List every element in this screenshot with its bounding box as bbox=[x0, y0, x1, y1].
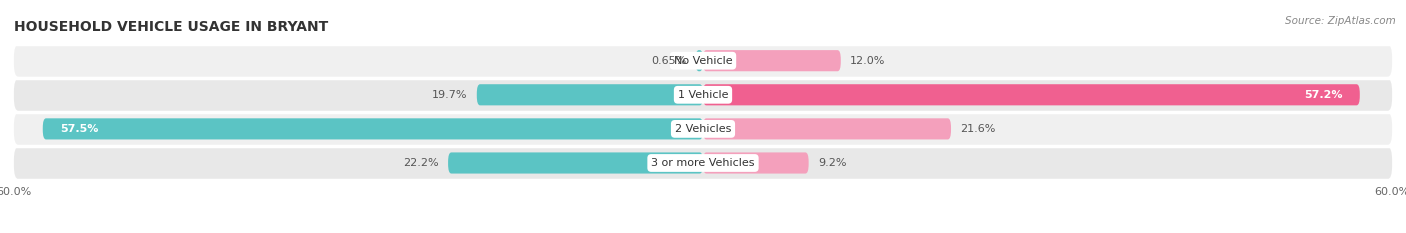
FancyBboxPatch shape bbox=[449, 152, 703, 174]
FancyBboxPatch shape bbox=[42, 118, 703, 140]
FancyBboxPatch shape bbox=[703, 152, 808, 174]
FancyBboxPatch shape bbox=[703, 118, 950, 140]
Text: 12.0%: 12.0% bbox=[851, 56, 886, 66]
FancyBboxPatch shape bbox=[696, 50, 703, 71]
Text: 21.6%: 21.6% bbox=[960, 124, 995, 134]
Text: No Vehicle: No Vehicle bbox=[673, 56, 733, 66]
FancyBboxPatch shape bbox=[14, 45, 1392, 77]
Text: HOUSEHOLD VEHICLE USAGE IN BRYANT: HOUSEHOLD VEHICLE USAGE IN BRYANT bbox=[14, 20, 329, 34]
FancyBboxPatch shape bbox=[14, 113, 1392, 145]
FancyBboxPatch shape bbox=[14, 79, 1392, 111]
Text: Source: ZipAtlas.com: Source: ZipAtlas.com bbox=[1285, 16, 1396, 26]
FancyBboxPatch shape bbox=[477, 84, 703, 105]
Text: 19.7%: 19.7% bbox=[432, 90, 468, 100]
Text: 3 or more Vehicles: 3 or more Vehicles bbox=[651, 158, 755, 168]
Text: 1 Vehicle: 1 Vehicle bbox=[678, 90, 728, 100]
FancyBboxPatch shape bbox=[14, 147, 1392, 179]
FancyBboxPatch shape bbox=[703, 84, 1360, 105]
Text: 2 Vehicles: 2 Vehicles bbox=[675, 124, 731, 134]
FancyBboxPatch shape bbox=[703, 50, 841, 71]
Text: 9.2%: 9.2% bbox=[818, 158, 846, 168]
Text: 57.5%: 57.5% bbox=[60, 124, 98, 134]
Text: 0.65%: 0.65% bbox=[651, 56, 686, 66]
Text: 22.2%: 22.2% bbox=[404, 158, 439, 168]
Text: 57.2%: 57.2% bbox=[1305, 90, 1343, 100]
